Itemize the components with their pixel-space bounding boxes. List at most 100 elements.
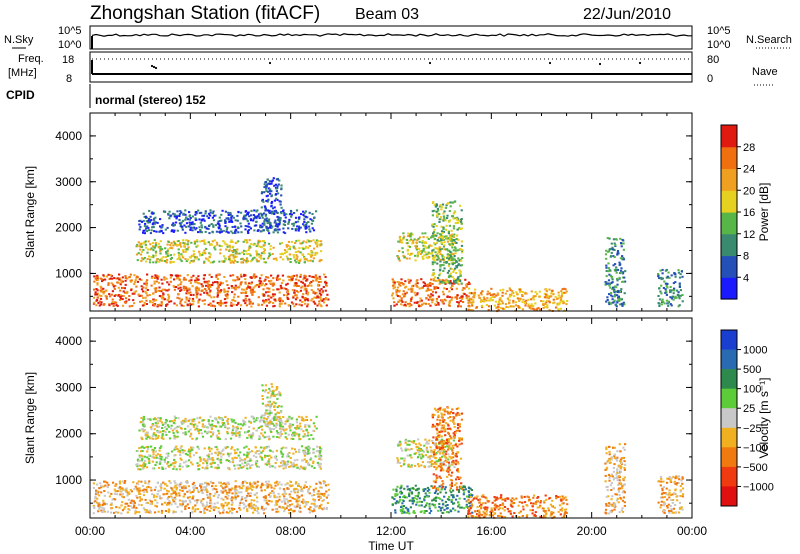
data-cell	[408, 302, 411, 305]
data-cell	[229, 259, 232, 262]
data-cell	[301, 281, 304, 284]
data-cell	[280, 447, 283, 450]
data-cell	[613, 256, 616, 258]
data-cell	[237, 210, 240, 213]
data-cell	[431, 234, 434, 237]
data-cell	[273, 283, 276, 286]
data-cell	[189, 217, 192, 219]
data-cell	[136, 487, 139, 490]
data-cell	[303, 466, 306, 469]
data-cell	[448, 243, 452, 246]
data-cell	[504, 292, 507, 295]
data-cell	[437, 287, 440, 289]
data-cell	[405, 257, 408, 260]
data-cell	[164, 247, 167, 250]
data-cell	[146, 258, 149, 260]
data-cell	[163, 278, 166, 281]
data-cell	[155, 461, 158, 464]
data-cell	[227, 494, 230, 497]
data-cell	[206, 496, 209, 499]
data-cell	[613, 291, 616, 294]
data-cell	[191, 437, 194, 440]
data-cell	[173, 486, 176, 489]
data-cell	[223, 424, 226, 426]
data-cell	[103, 303, 106, 306]
data-cell	[323, 494, 326, 497]
data-cell	[144, 482, 147, 485]
data-cell	[613, 295, 616, 298]
data-cell	[236, 252, 239, 255]
data-cell	[166, 424, 169, 427]
data-cell	[434, 287, 438, 290]
data-cell	[456, 294, 459, 297]
data-cell	[247, 504, 250, 507]
data-cell	[320, 240, 323, 243]
data-cell	[219, 252, 222, 255]
data-cell	[284, 436, 287, 439]
data-cell	[617, 295, 620, 298]
data-cell	[605, 281, 608, 284]
data-cell	[161, 423, 164, 426]
data-cell	[307, 461, 310, 464]
data-cell	[213, 487, 216, 490]
data-cell	[283, 497, 286, 500]
data-cell	[160, 486, 163, 489]
data-cell	[619, 303, 622, 306]
data-cell	[154, 250, 157, 253]
data-cell	[273, 213, 276, 215]
data-cell	[268, 232, 271, 235]
data-cell	[166, 281, 169, 284]
data-cell	[312, 462, 315, 465]
data-cell	[153, 219, 156, 222]
data-cell	[443, 210, 446, 213]
data-cell	[98, 494, 101, 497]
data-cell	[149, 418, 152, 421]
data-cell	[232, 459, 235, 462]
data-cell	[201, 466, 204, 469]
data-cell	[226, 243, 229, 246]
data-cell	[199, 460, 202, 463]
data-cell	[322, 507, 326, 510]
data-cell	[189, 282, 192, 285]
data-cell	[102, 509, 105, 511]
data-cell	[250, 288, 253, 291]
data-cell	[162, 481, 165, 484]
data-cell	[203, 261, 206, 264]
data-cell	[408, 281, 411, 284]
data-cell	[199, 483, 202, 485]
data-cell	[188, 496, 191, 499]
data-cell	[401, 251, 404, 254]
data-cell	[429, 298, 432, 301]
data-cell	[678, 297, 681, 300]
data-cell	[265, 304, 268, 307]
data-cell	[497, 303, 500, 306]
data-cell	[293, 291, 296, 294]
data-cell	[200, 283, 203, 286]
data-cell	[255, 492, 258, 495]
data-cell	[154, 424, 157, 427]
data-cell	[255, 250, 258, 253]
data-cell	[507, 306, 510, 309]
data-cell	[233, 421, 236, 424]
data-cell	[179, 503, 182, 506]
data-cell	[208, 273, 211, 276]
data-cell	[97, 503, 100, 506]
data-cell	[151, 275, 154, 278]
data-cell	[135, 285, 138, 288]
data-cell	[104, 278, 107, 281]
data-cell	[291, 423, 295, 426]
data-cell	[270, 484, 273, 487]
data-cell	[290, 301, 294, 304]
data-cell	[169, 246, 173, 249]
data-cell	[192, 486, 195, 489]
data-cell	[221, 486, 224, 488]
data-cell	[106, 486, 109, 488]
data-cell	[278, 223, 281, 226]
data-cell	[501, 302, 504, 305]
data-cell	[432, 248, 435, 251]
data-cell	[266, 287, 269, 290]
data-cell	[110, 511, 113, 514]
data-cell	[279, 256, 282, 259]
data-cell	[185, 460, 188, 463]
data-cell	[270, 194, 273, 197]
